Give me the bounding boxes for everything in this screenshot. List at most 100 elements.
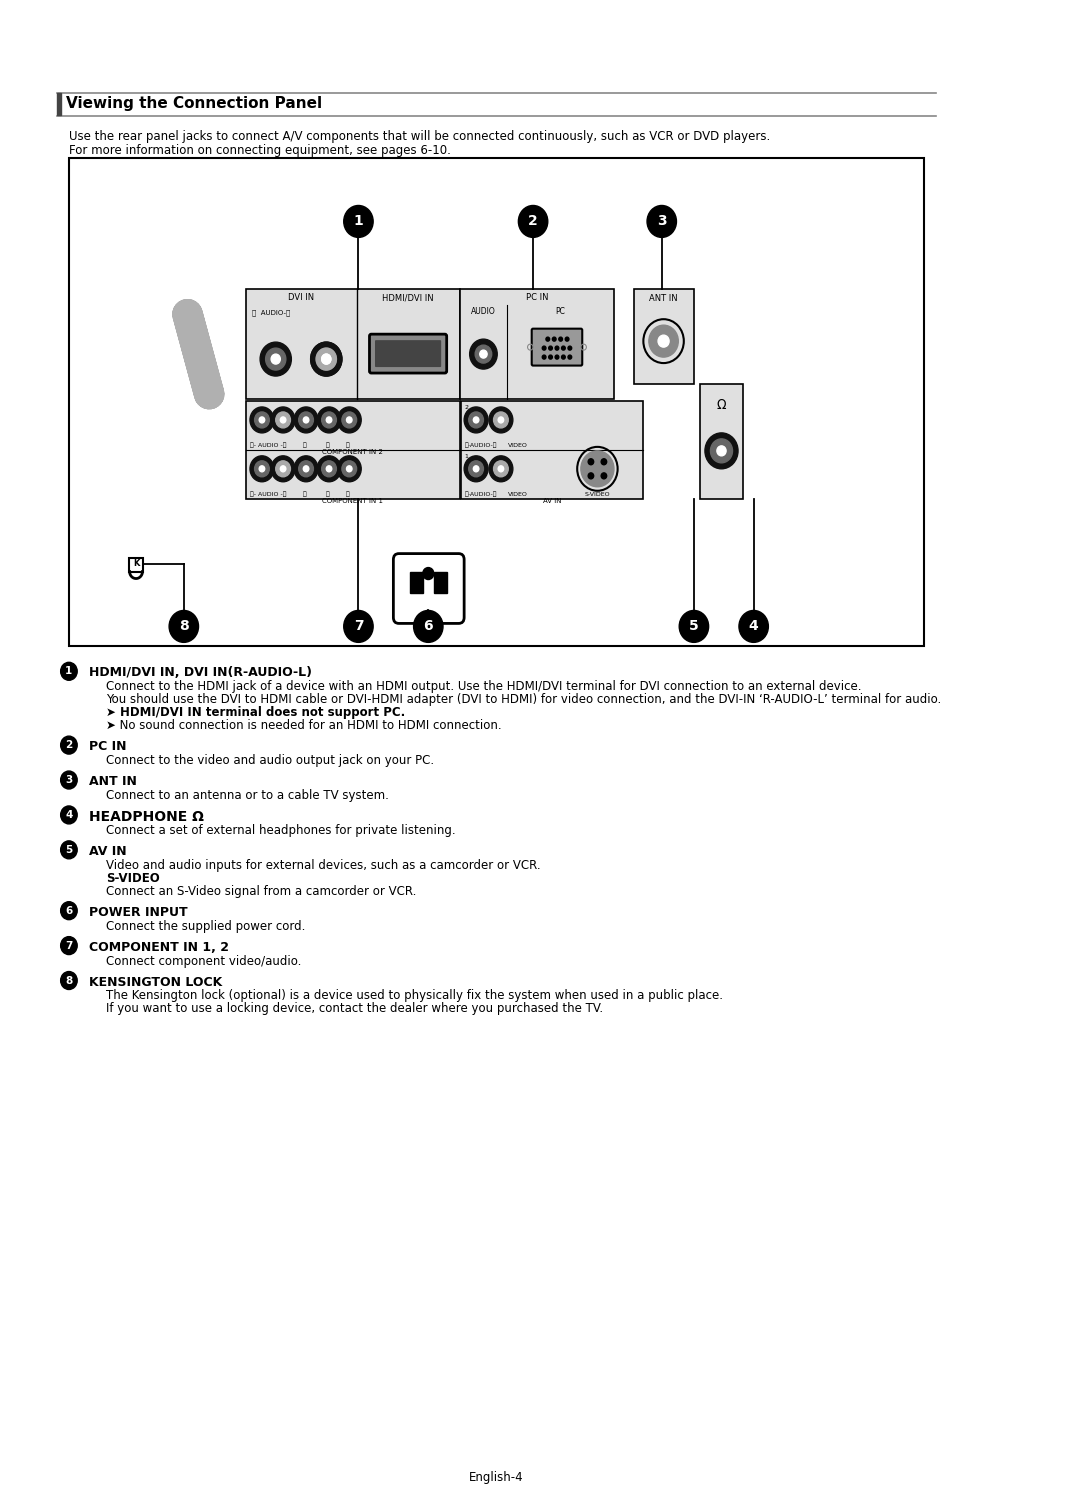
Circle shape — [311, 342, 342, 376]
Circle shape — [299, 461, 313, 477]
Circle shape — [275, 412, 291, 428]
Text: 8: 8 — [65, 975, 72, 986]
Circle shape — [271, 457, 295, 482]
Circle shape — [259, 416, 265, 422]
Bar — [460, 290, 613, 399]
Circle shape — [299, 412, 313, 428]
Text: AV IN: AV IN — [90, 845, 126, 858]
Circle shape — [271, 354, 281, 364]
Text: Connect a set of external headphones for private listening.: Connect a set of external headphones for… — [106, 824, 456, 837]
Text: 3: 3 — [657, 214, 666, 229]
Circle shape — [549, 346, 552, 349]
Circle shape — [326, 416, 332, 422]
Text: Ⓡ: Ⓡ — [346, 443, 349, 449]
Bar — [69, 158, 923, 647]
Circle shape — [266, 348, 286, 370]
Text: Ⓡ: Ⓡ — [325, 492, 329, 497]
Circle shape — [489, 407, 513, 433]
Bar — [410, 571, 422, 593]
Text: 4: 4 — [65, 810, 72, 819]
Text: Video and audio inputs for external devices, such as a camcorder or VCR.: Video and audio inputs for external devi… — [106, 859, 540, 871]
Circle shape — [322, 461, 336, 477]
Circle shape — [255, 412, 269, 428]
Text: 6: 6 — [65, 906, 72, 916]
Text: Connect component video/audio.: Connect component video/audio. — [106, 955, 301, 968]
Circle shape — [311, 342, 342, 376]
Circle shape — [60, 806, 77, 824]
Circle shape — [260, 342, 292, 376]
Bar — [434, 571, 447, 593]
Circle shape — [259, 465, 265, 471]
Circle shape — [565, 338, 569, 341]
Circle shape — [562, 355, 565, 358]
Bar — [634, 290, 694, 384]
Text: Viewing the Connection Panel: Viewing the Connection Panel — [66, 95, 322, 110]
Text: COMPONENT IN 1, 2: COMPONENT IN 1, 2 — [90, 941, 229, 953]
Text: The Kensington lock (optional) is a device used to physically fix the system whe: The Kensington lock (optional) is a devi… — [106, 989, 723, 1002]
Circle shape — [414, 611, 443, 642]
Circle shape — [562, 346, 565, 349]
Circle shape — [494, 461, 509, 477]
Circle shape — [602, 473, 607, 479]
Bar — [246, 401, 460, 498]
Text: 7: 7 — [65, 941, 72, 950]
Text: DVI IN: DVI IN — [288, 293, 314, 302]
FancyBboxPatch shape — [369, 335, 447, 373]
Text: English-4: English-4 — [469, 1471, 524, 1484]
Circle shape — [558, 338, 563, 341]
Circle shape — [249, 457, 274, 482]
Circle shape — [60, 901, 77, 919]
Text: POWER INPUT: POWER INPUT — [90, 906, 188, 919]
Text: Connect to an antenna or to a cable TV system.: Connect to an antenna or to a cable TV s… — [106, 790, 389, 801]
Circle shape — [347, 465, 352, 471]
Text: PC IN: PC IN — [90, 741, 126, 752]
Text: Ⓡ: Ⓡ — [302, 492, 306, 497]
Text: Ⓡ- AUDIO -Ⓛ: Ⓡ- AUDIO -Ⓛ — [249, 492, 286, 497]
Text: 7: 7 — [353, 620, 363, 633]
Circle shape — [469, 461, 484, 477]
Text: ➤ HDMI/DVI IN terminal does not support PC.: ➤ HDMI/DVI IN terminal does not support … — [106, 706, 405, 720]
Text: 2: 2 — [464, 404, 468, 410]
Circle shape — [422, 568, 434, 580]
Circle shape — [337, 407, 361, 433]
Circle shape — [581, 451, 613, 486]
Circle shape — [294, 407, 318, 433]
Text: You should use the DVI to HDMI cable or DVI-HDMI adapter (DVI to HDMI) for video: You should use the DVI to HDMI cable or … — [106, 693, 941, 706]
Circle shape — [60, 971, 77, 989]
Circle shape — [602, 459, 607, 465]
Text: COMPONENT IN 2: COMPONENT IN 2 — [323, 449, 383, 455]
Text: Ⓡ  AUDIO-Ⓛ: Ⓡ AUDIO-Ⓛ — [252, 309, 291, 315]
Circle shape — [469, 412, 484, 428]
Circle shape — [552, 338, 556, 341]
Circle shape — [649, 326, 678, 357]
Circle shape — [316, 348, 336, 370]
Circle shape — [326, 465, 332, 471]
Text: Ⓡ-AUDIO-Ⓛ: Ⓡ-AUDIO-Ⓛ — [465, 443, 498, 449]
Circle shape — [473, 416, 478, 422]
Circle shape — [342, 461, 356, 477]
Circle shape — [546, 338, 550, 341]
Text: PC IN: PC IN — [526, 293, 548, 302]
Circle shape — [281, 465, 286, 471]
Text: 5: 5 — [65, 845, 72, 855]
FancyBboxPatch shape — [531, 329, 582, 366]
Text: K: K — [133, 559, 139, 568]
Circle shape — [271, 407, 295, 433]
Text: Connect to the video and audio output jack on your PC.: Connect to the video and audio output ja… — [106, 754, 434, 767]
Circle shape — [480, 349, 487, 358]
Bar — [129, 558, 144, 571]
Circle shape — [60, 662, 77, 680]
Text: 1: 1 — [65, 666, 72, 677]
Circle shape — [739, 611, 768, 642]
Text: HDMI/DVI IN: HDMI/DVI IN — [382, 293, 434, 302]
Text: 1: 1 — [353, 214, 363, 229]
Text: Ω: Ω — [717, 399, 726, 412]
Circle shape — [343, 611, 374, 642]
Text: HEADPHONE Ω: HEADPHONE Ω — [90, 810, 204, 824]
Circle shape — [249, 407, 274, 433]
Circle shape — [343, 205, 374, 238]
Text: 8: 8 — [179, 620, 189, 633]
Text: ➤ No sound connection is needed for an HDMI to HDMI connection.: ➤ No sound connection is needed for an H… — [106, 720, 501, 732]
Text: Connect the supplied power cord.: Connect the supplied power cord. — [106, 919, 305, 932]
Text: Ⓡ: Ⓡ — [302, 443, 306, 449]
